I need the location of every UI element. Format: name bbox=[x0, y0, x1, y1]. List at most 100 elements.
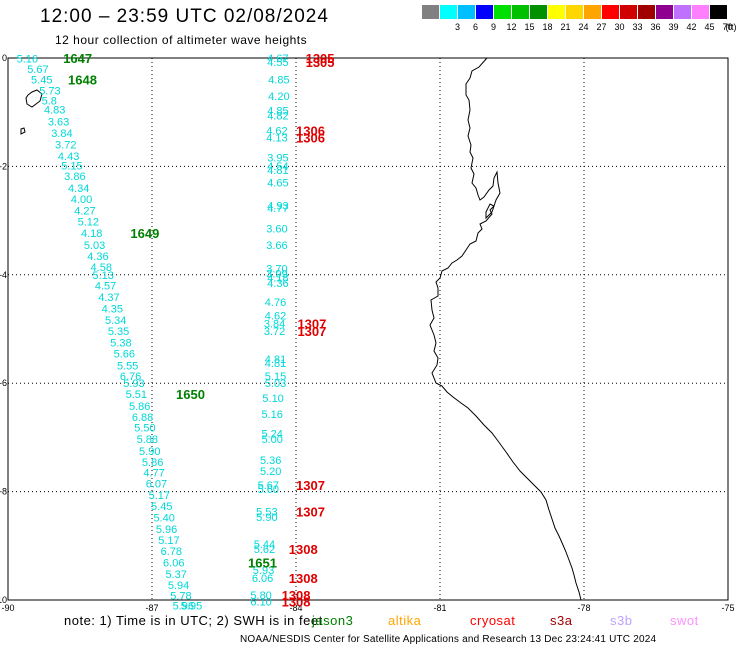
pass-time-label: 1648 bbox=[68, 73, 97, 88]
wave-height-value: 4.62 bbox=[266, 126, 287, 138]
wave-height-value: 4.67 bbox=[267, 53, 288, 65]
wave-height-value: 3.95 bbox=[267, 153, 288, 165]
wave-height-value: 3.72 bbox=[264, 326, 285, 338]
wave-height-value: 4.18 bbox=[81, 228, 102, 240]
wave-height-value: 5.67 bbox=[27, 64, 48, 76]
lat-tick-label: -4 bbox=[0, 270, 7, 280]
wave-height-value: 6.06 bbox=[252, 573, 273, 585]
wave-height-value: 4.37 bbox=[98, 292, 119, 304]
legend-swatch bbox=[710, 5, 727, 19]
wave-height-value: 5.40 bbox=[153, 513, 174, 525]
wave-height-value: 3.99 bbox=[266, 269, 287, 281]
legend-label: 12 bbox=[506, 22, 517, 32]
wave-height-value: 4.36 bbox=[87, 251, 108, 263]
wave-height-value: 5.80 bbox=[250, 590, 271, 602]
altimeter-tracks: 5.165.675.455.735.84.833.633.843.724.435… bbox=[17, 53, 290, 612]
wave-height-value: 5.03 bbox=[265, 378, 286, 390]
wave-height-value: 4.00 bbox=[71, 194, 92, 206]
wave-height-value: 4.55 bbox=[267, 57, 288, 69]
wave-height-value: 5.96 bbox=[173, 600, 194, 612]
wave-height-value: 5.88 bbox=[137, 434, 158, 446]
pass-time-label: 1305 bbox=[306, 55, 335, 70]
wave-height-value: 5.60 bbox=[258, 484, 279, 496]
wave-height-value: 5.38 bbox=[110, 338, 131, 350]
wave-height-value: 3.84 bbox=[51, 128, 72, 140]
wave-height-value: 6.88 bbox=[132, 412, 153, 424]
legend-label: 30 bbox=[614, 22, 625, 32]
legend-swatch bbox=[602, 5, 619, 19]
wave-height-value: 6.78 bbox=[161, 546, 182, 558]
wave-height-value: 5.86 bbox=[142, 457, 163, 469]
map-grid bbox=[7, 57, 729, 601]
pass-time-label: 1307 bbox=[296, 505, 325, 520]
legend-swatch bbox=[494, 5, 511, 19]
legend-label: 36 bbox=[650, 22, 661, 32]
legend-swatch bbox=[620, 5, 637, 19]
wave-height-value: 4.54 bbox=[267, 161, 288, 173]
wave-height-value: 4.43 bbox=[58, 151, 79, 163]
legend-label: 33 bbox=[632, 22, 643, 32]
legend-label: 9 bbox=[490, 22, 496, 32]
wave-height-value: 6.06 bbox=[163, 558, 184, 570]
pass-time-label: 1306 bbox=[296, 124, 325, 139]
pass-time-label: 1307 bbox=[297, 324, 326, 339]
wave-height-value: 4.93 bbox=[267, 200, 288, 212]
pass-time-label: 1305 bbox=[306, 51, 335, 66]
legend-swatch bbox=[674, 5, 691, 19]
legend-swatch bbox=[440, 5, 457, 19]
legend-label: 18 bbox=[542, 22, 553, 32]
wave-height-value: 5.35 bbox=[108, 326, 129, 338]
legend-swatch bbox=[656, 5, 673, 19]
galapagos-island-isabela bbox=[25, 89, 43, 108]
wave-height-value: 4.77 bbox=[143, 468, 164, 480]
wave-height-value: 5.62 bbox=[254, 544, 275, 556]
satellite-altika: altika bbox=[388, 613, 422, 628]
wave-height-value: 4.85 bbox=[267, 106, 288, 118]
wave-height-value: 4.81 bbox=[265, 354, 286, 366]
wave-height-value: 5.17 bbox=[158, 535, 179, 547]
wave-height-value: 3.60 bbox=[266, 224, 287, 236]
wave-height-value: 5.13 bbox=[92, 270, 113, 282]
wave-height-value: 3.70 bbox=[266, 263, 287, 275]
legend-label: 27 bbox=[596, 22, 607, 32]
coastline-mainland bbox=[429, 57, 582, 601]
pass-time-label: 1647 bbox=[63, 51, 92, 66]
wave-height-value: 5.45 bbox=[31, 75, 52, 87]
legend-unit: (ft) bbox=[725, 22, 737, 32]
galapagos-island-small bbox=[20, 127, 26, 135]
wave-height-value: 5.16 bbox=[17, 54, 38, 66]
satellite-swot: swot bbox=[670, 613, 699, 628]
wave-height-value: 5.67 bbox=[258, 480, 279, 492]
wave-height-value: 4.65 bbox=[267, 178, 288, 190]
satellite-jason3: jason3 bbox=[312, 613, 354, 628]
wave-height-value: 5.24 bbox=[261, 429, 282, 441]
lon-tick-label: -75 bbox=[721, 603, 734, 613]
pass-time-label: 1308 bbox=[282, 595, 311, 610]
wave-height-value: 5.53 bbox=[256, 507, 277, 519]
wave-height-value: 6.10 bbox=[250, 597, 271, 609]
wave-height-value: 5.44 bbox=[254, 539, 275, 551]
wave-height-value: 5.15 bbox=[265, 371, 286, 383]
wave-height-value: 5.93 bbox=[253, 565, 274, 577]
legend-swatch bbox=[584, 5, 601, 19]
legend-swatch bbox=[530, 5, 547, 19]
wave-height-value: 5.15 bbox=[61, 160, 82, 172]
pass-time-label: 1308 bbox=[289, 542, 318, 557]
lat-tick-label: -10 bbox=[0, 595, 7, 605]
lon-tick-label: -87 bbox=[145, 603, 158, 613]
wave-height-value: 5.50 bbox=[134, 423, 155, 435]
wave-height-value: 5.34 bbox=[105, 315, 126, 327]
legend-swatch bbox=[548, 5, 565, 19]
legend-label: 6 bbox=[472, 22, 478, 32]
wave-height-value: 5.90 bbox=[139, 446, 160, 458]
wave-height-value: 4.36 bbox=[267, 278, 288, 290]
legend-label: 21 bbox=[560, 22, 571, 32]
legend-swatch bbox=[512, 5, 529, 19]
page-title: 12:00 – 23:59 UTC 02/08/2024 bbox=[40, 6, 329, 27]
lon-tick-label: -78 bbox=[577, 603, 590, 613]
wave-height-value: 3.63 bbox=[48, 116, 69, 128]
pass-time-label: 1307 bbox=[297, 317, 326, 332]
wave-height-value: 4.85 bbox=[268, 75, 289, 87]
